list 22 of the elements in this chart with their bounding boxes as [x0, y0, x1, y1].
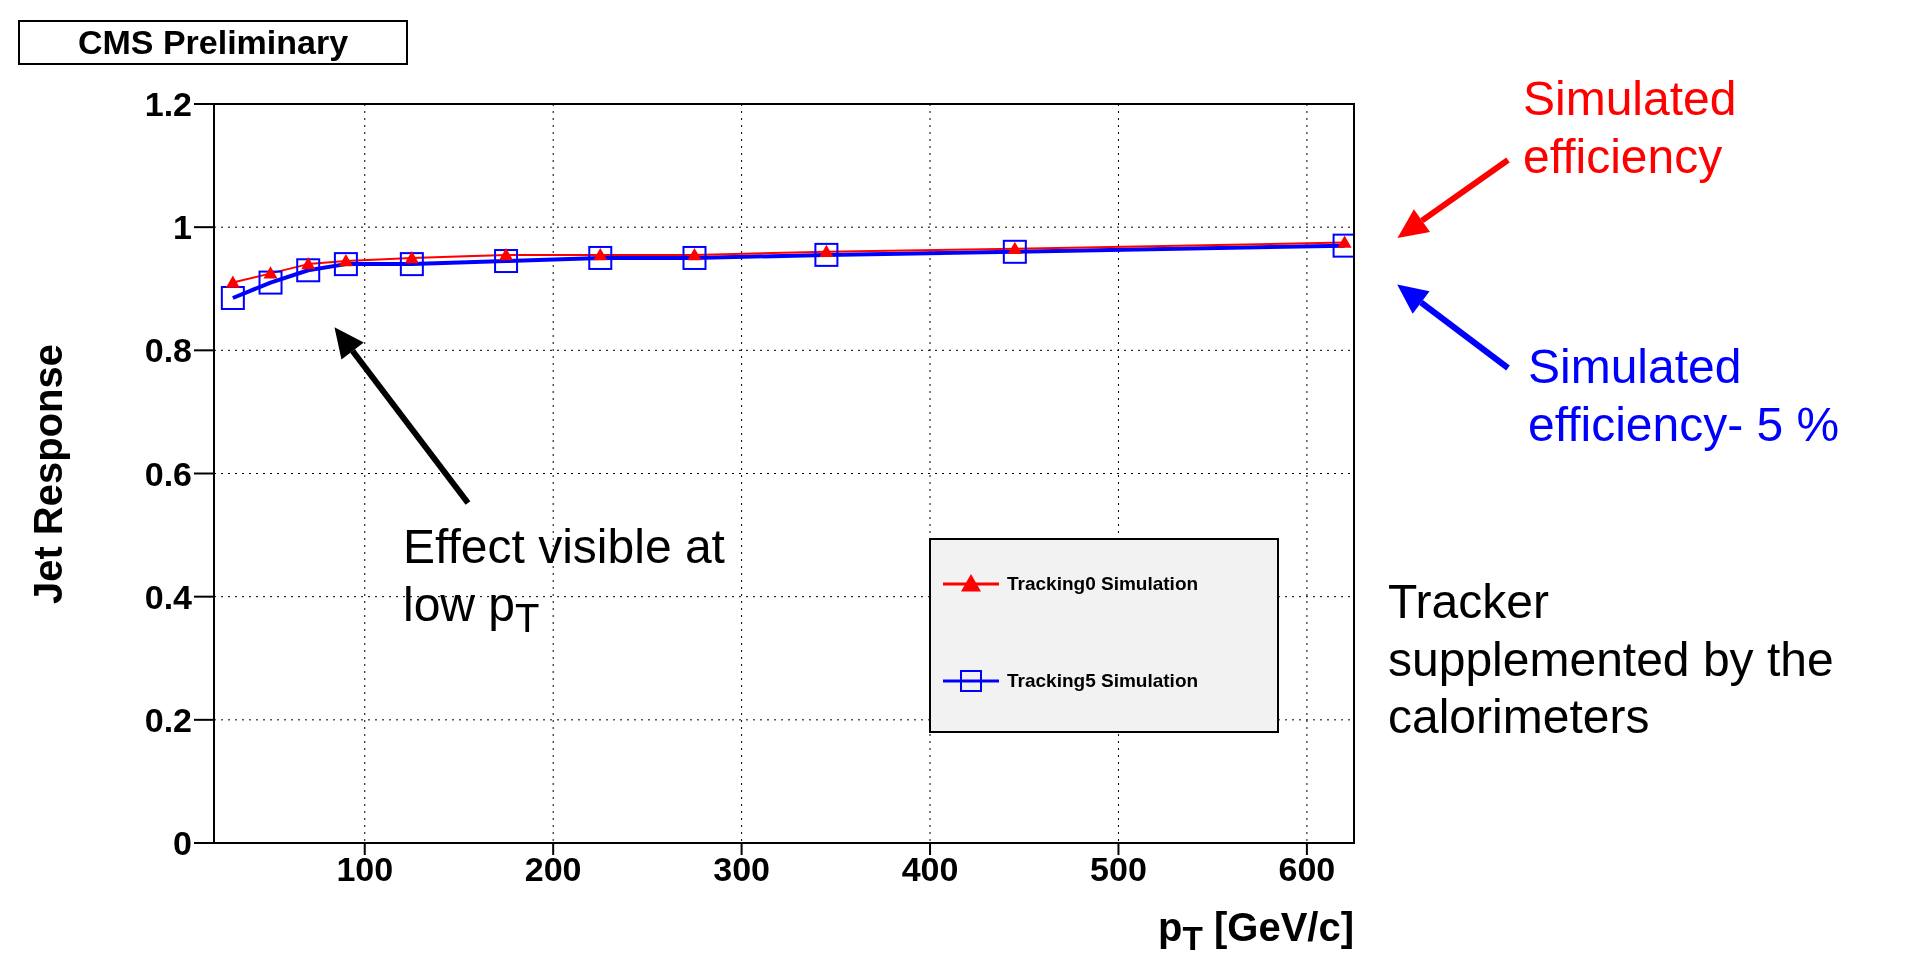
y-tick-label: 1.2 [144, 85, 192, 124]
y-tick-label: 0.8 [144, 331, 192, 370]
text: Simulated efficiency [1523, 71, 1738, 185]
y-tick-label: 0.2 [144, 700, 192, 739]
annotation: Effect visible at low p$_{T}$ [403, 519, 726, 642]
x-axis-title: p$_{T}$ [GeV/c] [1158, 905, 1354, 958]
x-tick-label: 500 [1090, 850, 1147, 889]
x-tick-label: 200 [524, 850, 582, 889]
text: Simulated efficiency- 5 % [1528, 339, 1841, 453]
text: CMS Preliminary [18, 20, 408, 65]
x-tick-label: 100 [336, 850, 394, 889]
y-tick-label: 0 [173, 824, 192, 863]
y-axis-title: Jet Response [25, 343, 71, 604]
legend-label: Tracking0 Simulation [1007, 573, 1199, 595]
x-tick-label: 600 [1278, 850, 1336, 889]
y-tick-label: 0.4 [144, 577, 193, 616]
y-tick-label: 0.6 [144, 454, 192, 493]
x-tick-label: 300 [713, 850, 770, 889]
x-tick-label: 400 [901, 850, 959, 889]
legend-label: Tracking5 Simulation [1007, 670, 1199, 692]
y-tick-label: 1 [173, 208, 192, 247]
text: Tracker supplemented by the calorimeters [1388, 574, 1835, 746]
